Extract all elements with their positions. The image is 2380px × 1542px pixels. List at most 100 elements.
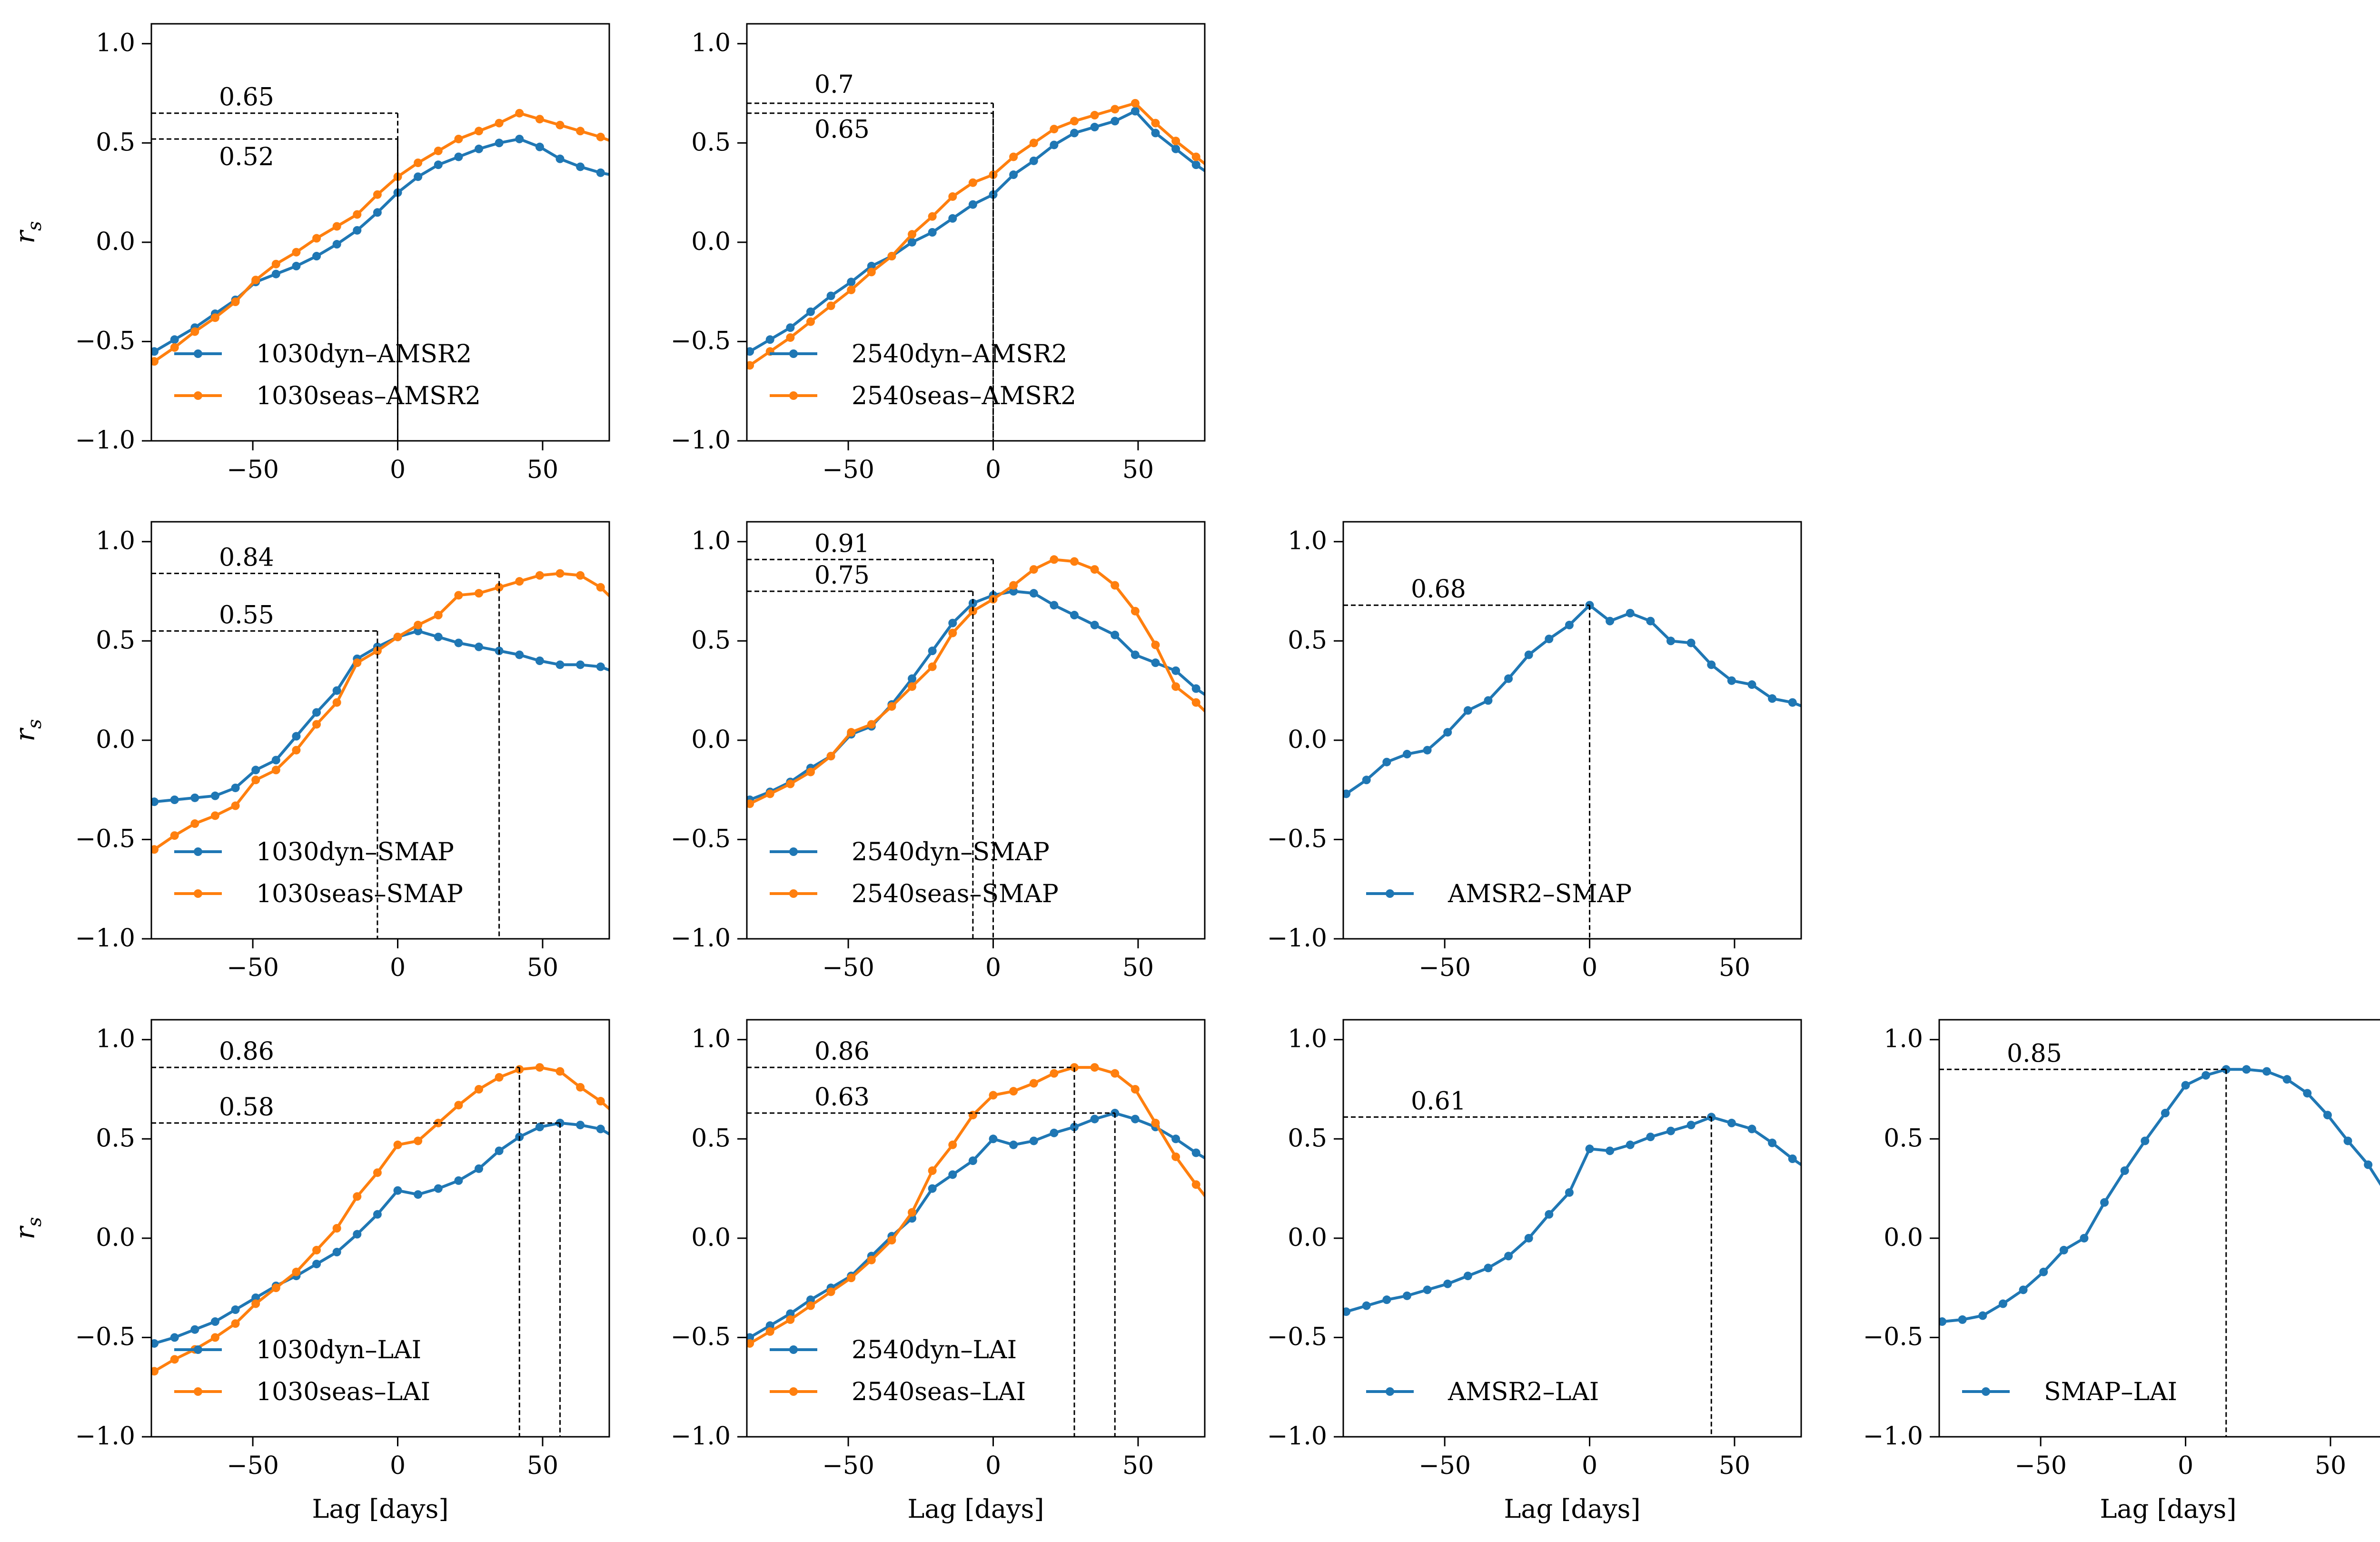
- data-point: [414, 159, 423, 167]
- x-tick-label: 0: [390, 954, 406, 982]
- data-point: [1090, 122, 1099, 131]
- data-point: [1829, 1180, 1837, 1189]
- data-point: [555, 660, 565, 669]
- data-point: [312, 708, 321, 717]
- x-tick-label: 0: [985, 954, 1001, 982]
- x-tick-label: 50: [1122, 954, 1154, 982]
- data-point: [2059, 1245, 2068, 1254]
- data-point: [1029, 139, 1038, 148]
- data-point: [806, 317, 815, 326]
- data-point: [1212, 1161, 1220, 1169]
- data-point: [1050, 1069, 1059, 1078]
- data-point: [1191, 698, 1200, 707]
- annotation-label: 0.7: [814, 70, 854, 99]
- data-point: [1111, 630, 1120, 639]
- panel-p-amsr2-smap: −1.0 −0.5 0.0 0.5 1.0 −50 0 50 0.68 AMSR2–SMAP: [1267, 521, 1837, 982]
- y-tick-label: 0.5: [691, 128, 731, 157]
- data-point: [1382, 1295, 1391, 1304]
- data-point: [1171, 137, 1180, 146]
- data-point: [414, 1136, 423, 1145]
- plot-area: [151, 109, 625, 441]
- data-point: [353, 1192, 362, 1201]
- data-point: [1232, 186, 1241, 195]
- data-point: [292, 746, 301, 755]
- data-point: [151, 797, 159, 806]
- plot-area: [747, 555, 1205, 939]
- annotation-label: 0.85: [2007, 1039, 2062, 1068]
- data-point: [616, 140, 625, 149]
- y-tick-label: 0.0: [96, 1224, 135, 1252]
- axes-frame: [746, 521, 1206, 940]
- data-point: [1029, 565, 1038, 574]
- data-point: [786, 323, 795, 332]
- data-point: [1343, 789, 1351, 798]
- data-point: [555, 569, 565, 578]
- data-point: [2242, 1065, 2251, 1074]
- legend-label: 2540dyn–AMSR2: [852, 340, 1067, 368]
- data-point: [1626, 608, 1635, 617]
- legend-marker: [194, 1345, 202, 1354]
- y-tick-label: 0.5: [691, 626, 731, 655]
- data-point: [373, 190, 382, 199]
- y-tick-label: 1.0: [96, 1025, 135, 1054]
- y-tick-label: −1.0: [1267, 1422, 1327, 1451]
- data-point: [826, 752, 835, 761]
- x-tick-label: 50: [1719, 1452, 1750, 1480]
- data-point: [1666, 1126, 1676, 1135]
- data-point: [353, 226, 362, 235]
- data-point: [312, 1245, 321, 1254]
- data-point: [414, 627, 423, 636]
- data-point: [989, 1091, 998, 1100]
- data-point: [806, 767, 815, 776]
- data-point: [151, 845, 159, 854]
- data-point: [231, 298, 240, 306]
- y-tick-label: 0.0: [1884, 1224, 1923, 1252]
- data-point: [1151, 640, 1160, 649]
- data-point: [867, 261, 876, 270]
- y-axis-label: rs: [10, 221, 46, 243]
- data-point: [1151, 129, 1160, 138]
- annotation-label: 0.65: [814, 116, 870, 144]
- data-point: [535, 115, 544, 124]
- data-point: [2262, 1067, 2271, 1076]
- plot-area: [747, 1063, 1220, 1437]
- data-point: [332, 222, 341, 231]
- data-point: [332, 1248, 341, 1257]
- data-point: [637, 682, 645, 691]
- data-point: [1585, 1144, 1594, 1154]
- data-point: [1829, 712, 1837, 721]
- data-point: [765, 1321, 774, 1330]
- data-point: [210, 1333, 219, 1342]
- data-point: [1443, 728, 1452, 737]
- x-tick-label: 50: [2315, 1452, 2346, 1480]
- data-point: [1090, 565, 1099, 574]
- data-point: [353, 1230, 362, 1239]
- y-tick-label: −1.0: [671, 924, 731, 953]
- data-point: [151, 347, 159, 356]
- y-tick-label: −0.5: [75, 1323, 135, 1351]
- data-point: [847, 728, 856, 737]
- data-point: [271, 1283, 280, 1293]
- data-point: [1191, 684, 1200, 693]
- data-point: [292, 1267, 301, 1276]
- data-point: [765, 1327, 774, 1336]
- y-tick-label: 0.5: [691, 1124, 731, 1153]
- data-point: [948, 192, 957, 201]
- x-tick-label: −50: [1418, 954, 1471, 982]
- data-point: [1009, 1087, 1018, 1096]
- data-point: [151, 357, 159, 366]
- legend-label: 1030dyn–LAI: [256, 1336, 421, 1364]
- data-point: [1686, 1121, 1696, 1130]
- x-tick-label: 50: [527, 954, 558, 982]
- data-point: [1707, 660, 1716, 669]
- data-point: [454, 638, 463, 647]
- legend-marker: [194, 1387, 202, 1396]
- x-tick-label: 0: [985, 456, 1001, 484]
- data-point: [968, 178, 977, 187]
- data-point: [251, 766, 260, 775]
- data-point: [747, 799, 754, 808]
- data-point: [231, 801, 240, 810]
- y-tick-label: 0.0: [1288, 726, 1327, 754]
- y-tick-label: −0.5: [1267, 825, 1327, 853]
- y-tick-label: −0.5: [1267, 1323, 1327, 1351]
